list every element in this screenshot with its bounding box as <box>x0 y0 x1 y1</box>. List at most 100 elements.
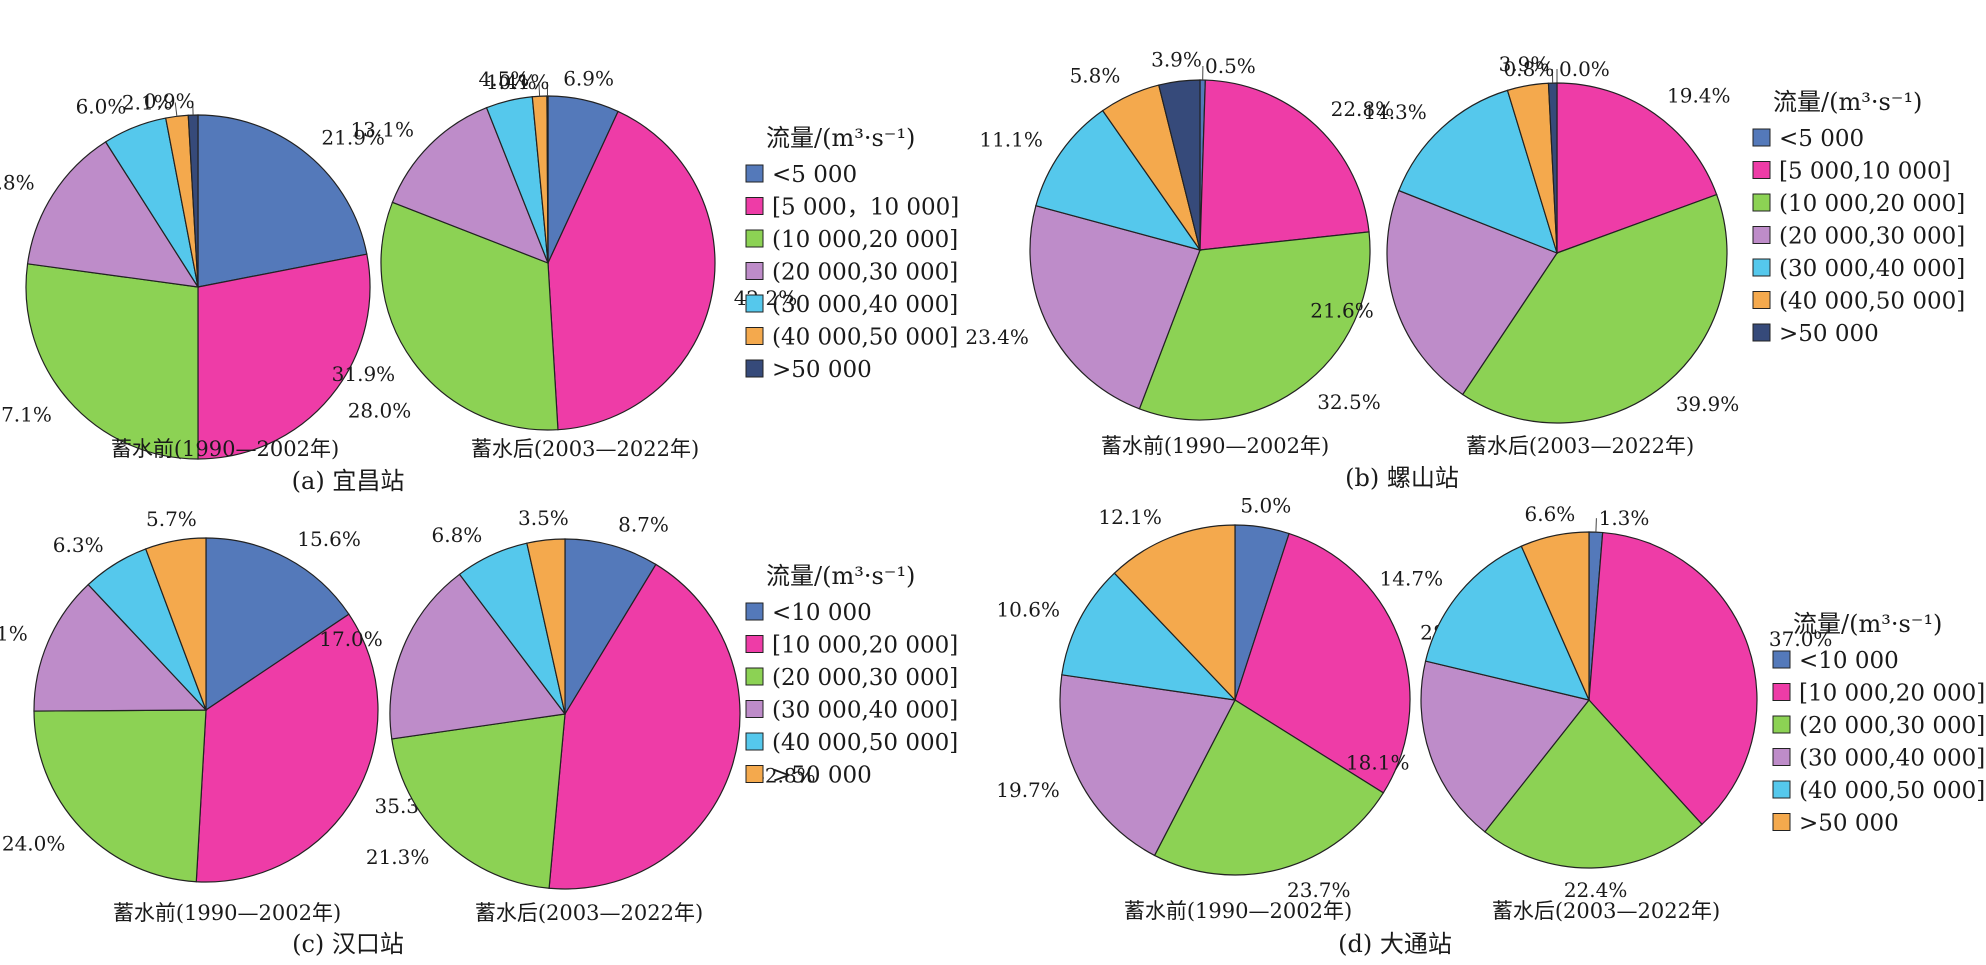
pie-slice <box>195 613 379 883</box>
legend-item-label: (40 000,50 000] <box>772 730 958 756</box>
pie-1-0: 0.5% 22.8% 32.5% 23.4% 11.1% 5.8% 3.9% 蓄水前(1990… <box>965 47 1394 458</box>
legend-swatch <box>745 359 764 378</box>
pie-slice <box>1059 674 1236 857</box>
legend-item-label: (20 000,30 000] <box>1799 713 1985 739</box>
chart-panel-3: 5.0%28.9%23.7%19.7%10.6%12.1%蓄水前(1990—20… <box>996 493 1985 958</box>
slice-percent-label: 4.5% <box>478 67 529 91</box>
panel-caption: (c) 汉口站 <box>292 930 404 958</box>
legend-item-label: <10 000 <box>1799 648 1899 674</box>
pie-slice <box>1113 524 1236 702</box>
pie-slice <box>1588 531 1758 826</box>
legend-swatch <box>1752 226 1771 244</box>
pie-slice <box>1424 545 1591 701</box>
pie-slice <box>1420 660 1591 833</box>
legend-swatch <box>1772 683 1791 701</box>
slice-percent-label: 0.0% <box>1559 57 1610 81</box>
slice-percent-label: 27.1% <box>0 403 52 427</box>
legend-item-label: <5 000 <box>1779 126 1864 152</box>
legend-item-label: [10 000,20 000] <box>1799 681 1985 707</box>
pie-period-title: 蓄水前(1990—2002年) <box>111 437 339 461</box>
legend-swatch <box>745 294 764 313</box>
legend-item-label: (30 000,40 000] <box>1799 746 1985 772</box>
panel-caption: (b) 螺山站 <box>1345 464 1459 492</box>
legend-item-label: [10 000,20 000] <box>772 633 958 659</box>
legend-item-label: <10 000 <box>772 600 872 626</box>
legend-item-label: (10 000,20 000] <box>772 227 958 253</box>
pie-slice <box>205 537 350 712</box>
pie-slice <box>1158 79 1201 251</box>
pie-0-0: 21.9% 28.0% 27.1% 13.8% 6.0%2.1%0.9% 蓄水前(1990… <box>0 89 411 461</box>
slice-percent-label: 5.8% <box>1070 63 1121 87</box>
slice-percent-label: 21.6% <box>1310 298 1374 322</box>
legend-item-label: >50 000 <box>772 357 872 383</box>
pie-period-title: 蓄水后(2003—2022年) <box>471 437 699 461</box>
pie-slice <box>1061 572 1237 701</box>
pie-slice <box>391 106 550 265</box>
slice-percent-label: 37.0% <box>1769 627 1833 651</box>
pie-slice <box>1035 109 1202 252</box>
slice-percent-label: 6.9% <box>563 66 614 90</box>
slice-percent-label: 28.0% <box>348 398 412 422</box>
pie-1-1: 0.0% 19.4% 39.9% 21.6% 14.3% 3.9%0.8% 蓄水后(2003… <box>1310 52 1739 458</box>
slice-percent-label: 17.0% <box>319 627 383 651</box>
slice-percent-label: 14.7% <box>1380 566 1444 590</box>
pie-slice <box>1484 699 1703 869</box>
pie-slice <box>25 263 199 460</box>
legend-swatch <box>1752 258 1771 277</box>
legend-item-label: (20 000,30 000] <box>1779 224 1965 250</box>
slice-percent-label: 11.1% <box>979 128 1043 152</box>
legend-swatch <box>1752 161 1771 179</box>
slice-percent-label: 0.8% <box>1503 57 1554 81</box>
pie-slice <box>1234 532 1411 794</box>
slice-percent-label: 18.1% <box>1346 750 1410 774</box>
legend-swatch <box>745 765 764 783</box>
slice-percent-label: 12.1% <box>1098 505 1162 529</box>
slice-percent-label: 23.4% <box>965 325 1029 349</box>
pie-period-title: 蓄水前(1990—2002年) <box>1101 434 1329 458</box>
pie-slice <box>144 537 207 711</box>
slice-percent-label: 13.1% <box>350 118 414 142</box>
pie-period-title: 蓄水前(1990—2002年) <box>113 901 341 925</box>
slice-percent-label: 24.0% <box>2 832 66 856</box>
legend-swatch <box>1772 780 1791 799</box>
pie-slice <box>197 114 368 288</box>
legend-swatch <box>745 700 764 718</box>
legend-swatch <box>745 667 764 686</box>
slice-percent-label: 32.5% <box>1317 390 1381 414</box>
legend-item-label: (30 000,40 000] <box>772 698 958 724</box>
slice-percent-label: 19.4% <box>1667 84 1731 108</box>
label-leader <box>538 82 541 97</box>
slice-percent-label: 6.6% <box>1524 502 1575 526</box>
label-leader <box>174 102 178 117</box>
slice-percent-label: 19.7% <box>996 778 1060 802</box>
slice-percent-label: 3.5% <box>518 506 569 530</box>
pie-3-1: 1.3% 37.0% 22.4% 18.1% 14.7% 6.6% 蓄水后(2003—202… <box>1346 502 1832 923</box>
pie-period-title: 蓄水后(2003—2022年) <box>475 901 703 925</box>
legend-item-label: (40 000,50 000] <box>772 325 958 351</box>
slice-percent-label: 2.1% <box>122 90 173 114</box>
pie-slice <box>1138 231 1371 421</box>
pie-slice <box>391 713 566 889</box>
legend-item-label: (40 000,50 000] <box>1779 289 1965 315</box>
legend-item-label: (30 000,40 000] <box>772 292 958 318</box>
legend-swatch <box>1772 715 1791 734</box>
pie-0-1: 6.9% 42.2% 31.9% 13.1% 4.5%1.4%0.1% 蓄水后(2003—… <box>332 66 798 461</box>
pie-slice <box>1153 699 1385 876</box>
legend-swatch <box>745 327 764 345</box>
chart-panel-2: 15.6%35.3%24.0%13.1%6.3%5.7%蓄水前(1990—200… <box>0 506 958 958</box>
legend-item-label: >50 000 <box>1779 321 1879 347</box>
slice-percent-label: 13.8% <box>0 170 35 194</box>
slice-percent-label: 8.7% <box>618 512 669 536</box>
legend-item-label: (20 000,30 000] <box>772 665 958 691</box>
legend-swatch <box>1752 291 1771 309</box>
pie-slice <box>547 110 716 431</box>
panel-caption: (d) 大通站 <box>1338 930 1452 958</box>
slice-percent-label: 42.2% <box>734 286 798 310</box>
legend-item-label: (10 000,20 000] <box>1779 191 1965 217</box>
pie-slice <box>548 563 741 890</box>
legend-swatch <box>1752 323 1771 342</box>
pie-slice <box>564 538 657 717</box>
legend-item-label: <5 000 <box>772 162 857 188</box>
slice-percent-label: 5.7% <box>146 507 197 531</box>
